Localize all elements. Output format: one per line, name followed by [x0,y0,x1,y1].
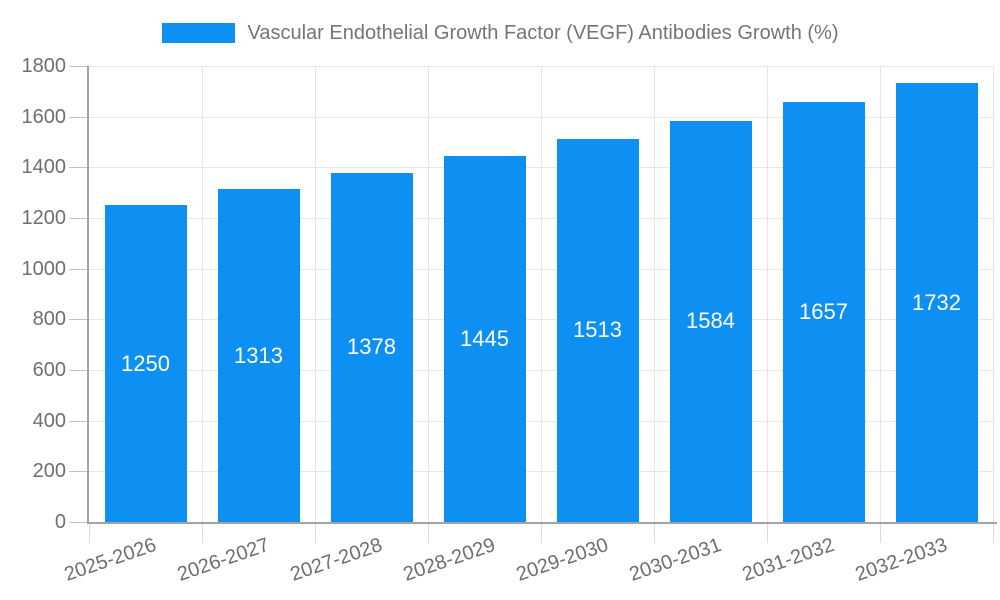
y-axis-label: 0 [54,511,66,533]
legend-swatch-icon [161,23,235,43]
bar [443,155,526,522]
x-axis-tick [654,523,655,543]
legend-label: Vascular Endothelial Growth Factor (VEGF… [247,21,839,44]
x-axis-label: 2026-2027 [174,533,272,586]
y-axis-label: 600 [32,359,66,381]
bar-value-label: 1378 [347,334,396,360]
y-axis-label: 200 [32,460,66,482]
y-axis-label: 800 [32,308,66,330]
y-axis-tick [69,471,89,472]
y-axis-tick [69,421,89,422]
bar-value-label: 1584 [686,308,735,334]
bar-value-label: 1732 [912,289,961,315]
y-axis-tick [69,370,89,371]
y-axis-tick [69,319,89,320]
legend: Vascular Endothelial Growth Factor (VEGF… [0,20,1000,46]
bar-value-label: 1657 [799,299,848,325]
y-axis-tick [69,218,89,219]
y-axis-tick [69,269,89,270]
x-axis-label: 2025-2026 [61,533,159,586]
x-axis-tick [993,523,994,543]
y-axis-label: 1200 [21,207,67,229]
bar-value-label: 1513 [573,317,622,343]
x-axis-label: 2032-2033 [852,533,950,586]
y-axis-label: 1400 [21,156,67,178]
bar [782,102,865,522]
y-axis-label: 400 [32,410,66,432]
y-axis-label: 1600 [21,106,67,128]
x-gridline [541,66,542,522]
legend-item[interactable]: Vascular Endothelial Growth Factor (VEGF… [161,21,839,45]
x-axis-tick [315,523,316,543]
x-axis-tick [428,523,429,543]
x-gridline [993,66,994,522]
x-axis-label: 2030-2031 [626,533,724,586]
x-axis-label: 2031-2032 [739,533,837,586]
y-axis-line [87,66,89,524]
x-axis-tick [89,523,90,543]
bar [330,172,413,522]
bar [895,83,978,522]
x-gridline [202,66,203,522]
x-gridline [767,66,768,522]
x-gridline [315,66,316,522]
x-axis-tick [541,523,542,543]
y-axis-label: 1800 [21,55,67,77]
x-axis-label: 2029-2030 [513,533,611,586]
x-axis-tick [767,523,768,543]
y-axis-tick [69,117,89,118]
y-axis-tick [69,167,89,168]
x-axis-tick [880,523,881,543]
x-axis-label: 2028-2029 [400,533,498,586]
y-axis-tick [69,522,89,523]
bar [669,120,752,522]
bar-value-label: 1250 [121,350,170,376]
x-gridline [880,66,881,522]
bar [556,138,639,522]
y-axis-label: 1000 [21,258,67,280]
x-axis-line [87,522,997,524]
x-axis-tick [202,523,203,543]
bar-value-label: 1313 [234,342,283,368]
y-axis-tick [69,66,89,67]
x-gridline [428,66,429,522]
bar-value-label: 1445 [460,325,509,351]
bar [104,205,187,522]
bar [217,189,300,522]
x-axis-label: 2027-2028 [287,533,385,586]
x-gridline [654,66,655,522]
